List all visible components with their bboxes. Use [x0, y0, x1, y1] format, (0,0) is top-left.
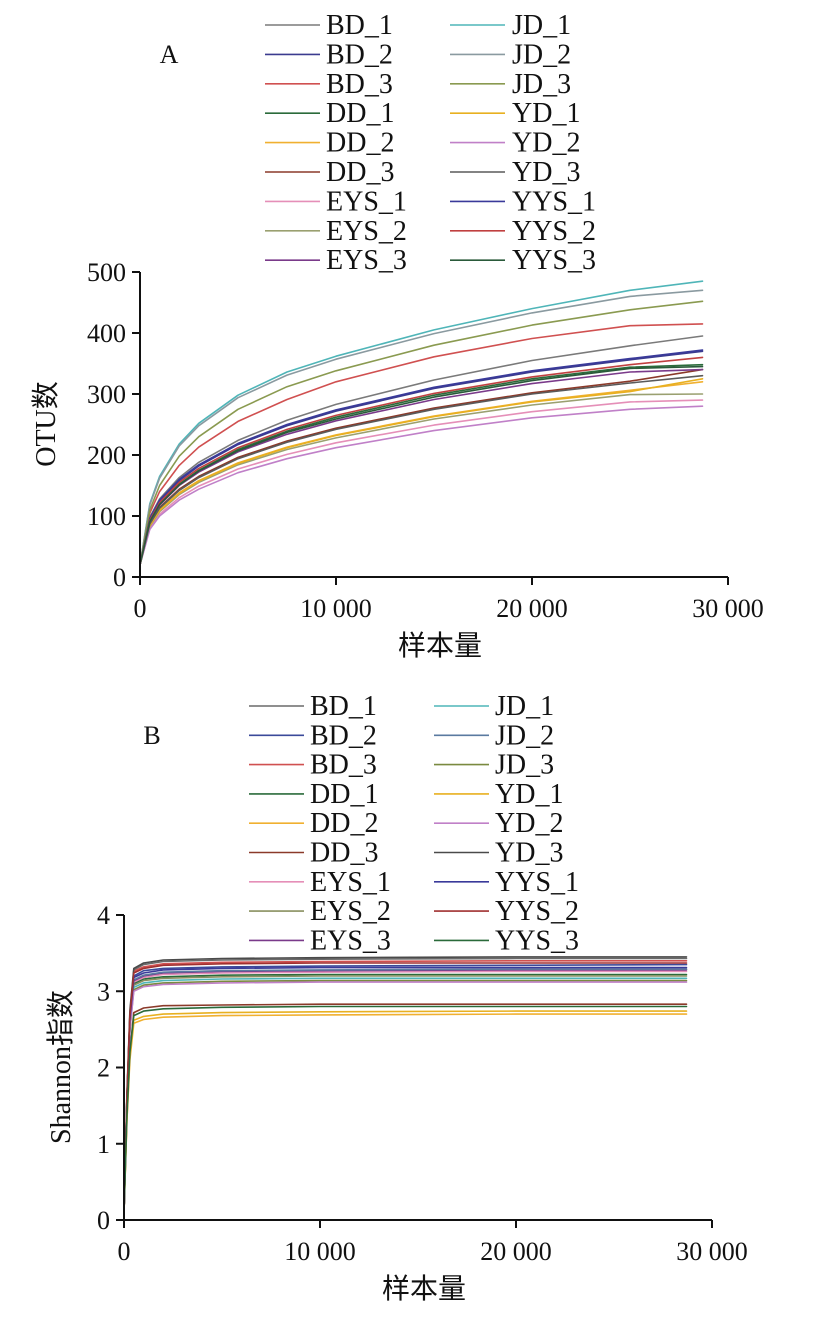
legend-label: YYS_2 [495, 896, 579, 927]
x-tick-label: 0 [118, 1237, 131, 1266]
chart-panel-b: B BD_1BD_2BD_3DD_1DD_2DD_3EYS_1EYS_2EYS_3… [45, 691, 748, 1305]
legend-label: EYS_2 [310, 896, 391, 927]
series-line [123, 957, 688, 1214]
x-tick-label: 20 000 [480, 1237, 552, 1266]
y-tick-label: 400 [87, 319, 126, 348]
legend-label: DD_1 [326, 98, 394, 129]
y-tick-label: 100 [87, 502, 126, 531]
x-tick-label: 10 000 [284, 1237, 356, 1266]
legend-label: YD_2 [512, 128, 580, 159]
legend-label: YD_1 [495, 779, 563, 810]
series-line [139, 365, 704, 566]
panel-letter: A [160, 40, 179, 69]
series-line [123, 1010, 688, 1214]
legend-label: YYS_1 [512, 186, 596, 217]
series-line [123, 973, 688, 1214]
legend-label: JD_1 [495, 691, 554, 722]
y-axis-label: Shannon指数 [45, 990, 77, 1144]
series-line [139, 323, 704, 566]
legend-label: DD_3 [326, 157, 394, 188]
y-tick-label: 2 [97, 1054, 110, 1083]
legend-label: YD_1 [512, 98, 580, 129]
legend-label: EYS_3 [326, 245, 407, 276]
legend-label: EYS_1 [326, 186, 407, 217]
legend-label: EYS_1 [310, 867, 391, 898]
legend-label: JD_2 [512, 39, 571, 70]
legend-label: EYS_2 [326, 216, 407, 247]
series-line [139, 380, 704, 566]
legend-label: YYS_1 [495, 867, 579, 898]
series-line [139, 377, 704, 566]
y-tick-label: 0 [113, 563, 126, 592]
series-line [123, 963, 688, 1214]
series-line [139, 289, 704, 566]
series-line [123, 959, 688, 1214]
legend-label: YD_3 [495, 838, 563, 869]
series-lines [123, 956, 688, 1214]
x-tick-label: 20 000 [496, 594, 568, 623]
y-tick-label: 200 [87, 441, 126, 470]
y-tick-label: 4 [97, 901, 110, 930]
legend-label: BD_3 [326, 69, 393, 100]
legend-label: BD_2 [310, 720, 377, 751]
legend-label: DD_2 [310, 808, 378, 839]
legend-label: JD_3 [495, 750, 554, 781]
x-tick-label: 30 000 [676, 1237, 748, 1266]
y-tick-label: 300 [87, 380, 126, 409]
series-lines [139, 280, 704, 566]
series-line [139, 374, 704, 566]
legend-label: YD_2 [495, 808, 563, 839]
legend-label: EYS_3 [310, 925, 391, 956]
x-axis-label: 样本量 [382, 1273, 466, 1305]
series-line [123, 1013, 688, 1214]
legend-label: DD_1 [310, 779, 378, 810]
legend-label: JD_3 [512, 69, 571, 100]
legend-label: BD_1 [326, 10, 393, 41]
legend-label: YYS_3 [512, 245, 596, 276]
legend-label: JD_1 [512, 10, 571, 41]
y-tick-label: 1 [97, 1130, 110, 1159]
x-tick-label: 10 000 [300, 594, 372, 623]
y-tick-label: 3 [97, 977, 110, 1006]
legend-label: BD_1 [310, 691, 377, 722]
series-line [123, 1003, 688, 1214]
x-axis-label: 样本量 [398, 630, 482, 662]
legend-label: DD_2 [326, 128, 394, 159]
series-line [139, 356, 704, 566]
legend-label: YYS_2 [512, 216, 596, 247]
y-tick-label: 500 [87, 258, 126, 287]
chart-panel-a: A BD_1BD_2BD_3DD_1DD_2DD_3EYS_1EYS_2EYS_3… [30, 10, 764, 662]
y-tick-label: 0 [97, 1206, 110, 1235]
legend-label: BD_2 [326, 39, 393, 70]
series-line [139, 300, 704, 566]
series-line [139, 280, 704, 566]
panel-letter: B [143, 721, 160, 750]
series-line [139, 405, 704, 566]
x-tick-label: 30 000 [692, 594, 764, 623]
legend-label: DD_3 [310, 838, 378, 869]
series-line [139, 349, 704, 566]
y-axis-label: OTU数 [30, 381, 62, 467]
legend-label: BD_3 [310, 750, 377, 781]
series-line [123, 962, 688, 1214]
legend-label: YD_3 [512, 157, 580, 188]
series-line [139, 399, 704, 566]
series-line [123, 956, 688, 1214]
x-tick-label: 0 [134, 594, 147, 623]
series-line [123, 1005, 688, 1214]
legend-label: YYS_3 [495, 925, 579, 956]
legend-label: JD_2 [495, 720, 554, 751]
